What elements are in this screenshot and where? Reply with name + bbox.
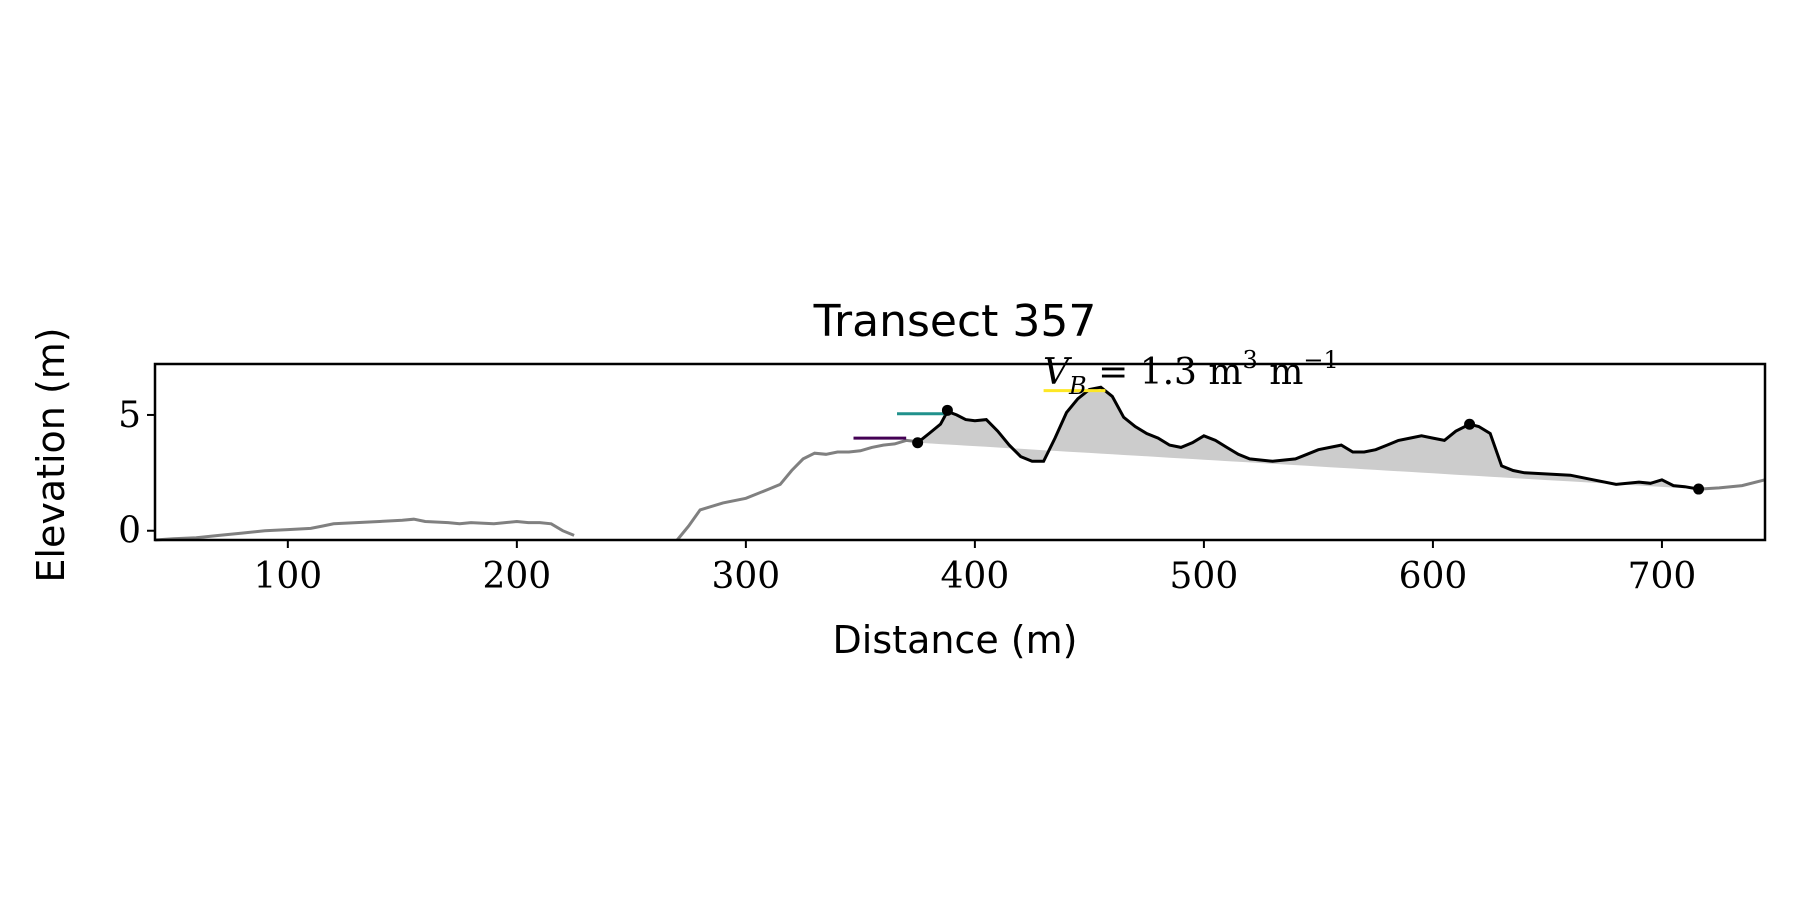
profile-marker-2 <box>941 404 953 416</box>
profile-marker-4 <box>1693 483 1705 495</box>
x-tick-label: 100 <box>253 556 322 597</box>
annotation-subscript: B <box>1068 372 1087 400</box>
y-tick-label: 0 <box>118 511 141 552</box>
dune-section-line <box>916 385 1699 491</box>
x-axis-title: Distance (m) <box>833 618 1078 662</box>
x-tick-label: 400 <box>941 556 1010 597</box>
annotation-sup-3: 3 <box>1243 346 1258 374</box>
volume-annotation: VB = 1.3 m3 m−1 <box>1043 346 1339 400</box>
chart-title: Transect 357 <box>813 296 1097 347</box>
full-profile-right-line <box>676 438 918 541</box>
y-tick-label: 5 <box>118 395 141 436</box>
plot-frame <box>153 362 1767 542</box>
plot-area: 100 200 300 400 500 600 700 0 5 <box>118 362 1767 597</box>
annotation-sup-minus-1: −1 <box>1303 346 1338 374</box>
x-tick-label: 600 <box>1399 556 1468 597</box>
profile-marker-3 <box>1464 418 1476 430</box>
x-tick-label: 700 <box>1628 556 1697 597</box>
full-profile-left-line <box>154 517 575 542</box>
annotation-unit-m: m <box>1258 352 1304 393</box>
annotation-value: = 1.3 m <box>1087 352 1243 393</box>
x-tick-label: 500 <box>1170 556 1239 597</box>
full-profile-tail-line <box>1698 478 1766 491</box>
y-axis-title: Elevation (m) <box>29 327 73 582</box>
profile-marker-1 <box>912 437 924 449</box>
x-tick-label: 200 <box>482 556 551 597</box>
dune-volume-fill <box>917 387 1699 490</box>
x-tick-label: 300 <box>712 556 781 597</box>
annotation-v: V <box>1043 352 1073 393</box>
